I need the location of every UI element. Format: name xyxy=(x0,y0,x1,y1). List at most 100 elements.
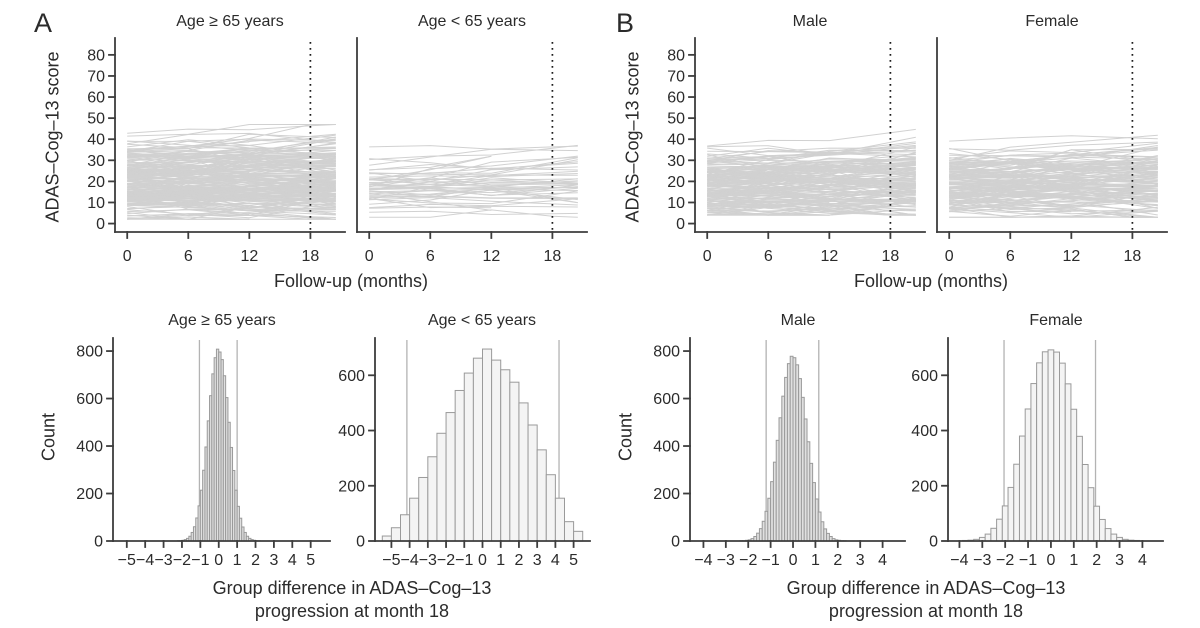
sp-a1-tick-labels: 0 6 12 18 0 10 20 30 40 50 60 70 80 xyxy=(87,47,319,265)
trajectory-line xyxy=(949,195,1158,206)
histogram-bar xyxy=(390,527,402,542)
trajectory-line xyxy=(707,202,916,215)
y-tick-label: 50 xyxy=(667,111,685,128)
histogram-bar xyxy=(1018,435,1026,542)
trajectory-line xyxy=(949,210,1158,218)
sp-a2-axes xyxy=(356,37,588,239)
x-tick-label: 4 xyxy=(551,552,560,569)
y-tick-label: 200 xyxy=(338,478,365,495)
trajectory-line xyxy=(369,179,578,201)
sp-a2-spaghetti-panel: 0 6 12 18 xyxy=(356,37,588,265)
x-axis-label-groupdiff-b-line2: progression at month 18 xyxy=(828,601,1024,621)
y-tick-label: 70 xyxy=(667,68,685,85)
trajectory-line xyxy=(949,134,1158,161)
trajectory-line xyxy=(127,186,336,198)
histogram-bar xyxy=(1030,383,1038,542)
trajectory-line xyxy=(369,192,492,211)
histogram-bar xyxy=(1093,505,1101,542)
x-tick-label: 12 xyxy=(1062,248,1080,265)
x-tick-label: −4 xyxy=(950,552,968,569)
x-tick-label: 2 xyxy=(251,552,260,569)
sp-b1-axes xyxy=(688,37,926,239)
x-tick-label: −1 xyxy=(762,552,780,569)
trajectory-line xyxy=(707,198,916,216)
trajectory-line xyxy=(369,170,578,185)
trajectory-line xyxy=(949,188,1158,199)
trajectory-line xyxy=(949,158,1158,177)
x-tick-label: 0 xyxy=(703,248,712,265)
trajectory-line xyxy=(949,192,1158,208)
trajectory-line xyxy=(127,139,336,153)
x-tick-label: 0 xyxy=(945,248,954,265)
trajectory-line xyxy=(949,135,1158,142)
title-age-ge65-histogram: Age ≥ 65 years xyxy=(168,312,276,329)
trajectory-line xyxy=(127,146,336,166)
histogram-bars xyxy=(961,349,1141,542)
title-age-ge65-spaghetti: Age ≥ 65 years xyxy=(176,13,284,30)
histogram-bars xyxy=(739,355,847,542)
trajectory-line xyxy=(369,210,578,216)
patient-trajectory-lines xyxy=(949,134,1158,218)
x-axis-label-groupdiff-a-line1: Group difference in ADAS–Cog–13 xyxy=(212,578,492,598)
trajectory-line xyxy=(707,144,916,163)
y-tick-label: 0 xyxy=(676,216,685,233)
y-tick-label: 0 xyxy=(356,534,365,551)
x-tick-label: −2 xyxy=(437,552,455,569)
trajectory-line xyxy=(127,156,336,172)
x-tick-label: 1 xyxy=(811,552,820,569)
panel-a-letter: A xyxy=(34,8,53,38)
histogram-bar xyxy=(1024,408,1032,542)
trajectory-line xyxy=(949,162,1158,170)
trajectory-line xyxy=(127,150,250,157)
y-axis-label-adas-a: ADAS–Cog–13 score xyxy=(42,51,63,223)
y-tick-label: 800 xyxy=(653,344,680,361)
histogram-bar xyxy=(1104,528,1112,542)
trajectory-line xyxy=(369,156,578,188)
histogram-bar xyxy=(573,530,584,542)
histogram-bar xyxy=(436,432,447,542)
histogram-bar xyxy=(1059,362,1066,542)
x-tick-label: 0 xyxy=(789,552,798,569)
x-tick-label: −2 xyxy=(996,552,1014,569)
x-tick-label: 0 xyxy=(365,248,374,265)
sp-b1-tick-labels: 0 6 12 18 0 10 20 30 40 50 60 70 80 xyxy=(667,47,899,265)
trajectory-line xyxy=(127,175,336,197)
histogram-bar xyxy=(990,527,998,542)
trajectory-line xyxy=(127,216,250,220)
trajectory-line xyxy=(127,197,336,212)
histogram-bar xyxy=(463,372,474,542)
x-tick-label: 0 xyxy=(478,552,487,569)
x-axis-label-groupdiff-a: Group difference in ADAS–Cog–13 progress… xyxy=(213,577,492,623)
y-tick-label: 20 xyxy=(87,174,105,191)
y-tick-label: 60 xyxy=(667,90,685,107)
histogram-bar xyxy=(1070,408,1078,542)
x-tick-label: 6 xyxy=(764,248,773,265)
y-tick-label: 400 xyxy=(653,439,680,456)
x-tick-label: 4 xyxy=(288,552,297,569)
sp-a1-axes xyxy=(108,37,346,239)
x-tick-label: −1 xyxy=(191,552,209,569)
x-tick-label: 6 xyxy=(1006,248,1015,265)
x-tick-label: −2 xyxy=(173,552,191,569)
y-tick-label: 200 xyxy=(653,486,680,503)
y-tick-label: 40 xyxy=(87,132,105,149)
trajectory-line xyxy=(127,169,336,192)
h-a1-axes xyxy=(106,337,331,548)
histogram-bar xyxy=(472,357,484,542)
title-male-histogram: Male xyxy=(780,312,816,329)
x-tick-label: 5 xyxy=(569,552,578,569)
x-tick-label: −5 xyxy=(382,552,400,569)
histogram-bar xyxy=(482,348,493,542)
trajectory-line xyxy=(707,149,916,159)
h-a2-axes xyxy=(368,337,591,548)
histogram-bar xyxy=(1081,463,1089,542)
x-tick-label: 18 xyxy=(543,248,561,265)
x-tick-label: −2 xyxy=(739,552,757,569)
histogram-bar xyxy=(1110,533,1118,542)
trajectory-line xyxy=(369,148,578,166)
trajectory-line xyxy=(707,182,916,197)
